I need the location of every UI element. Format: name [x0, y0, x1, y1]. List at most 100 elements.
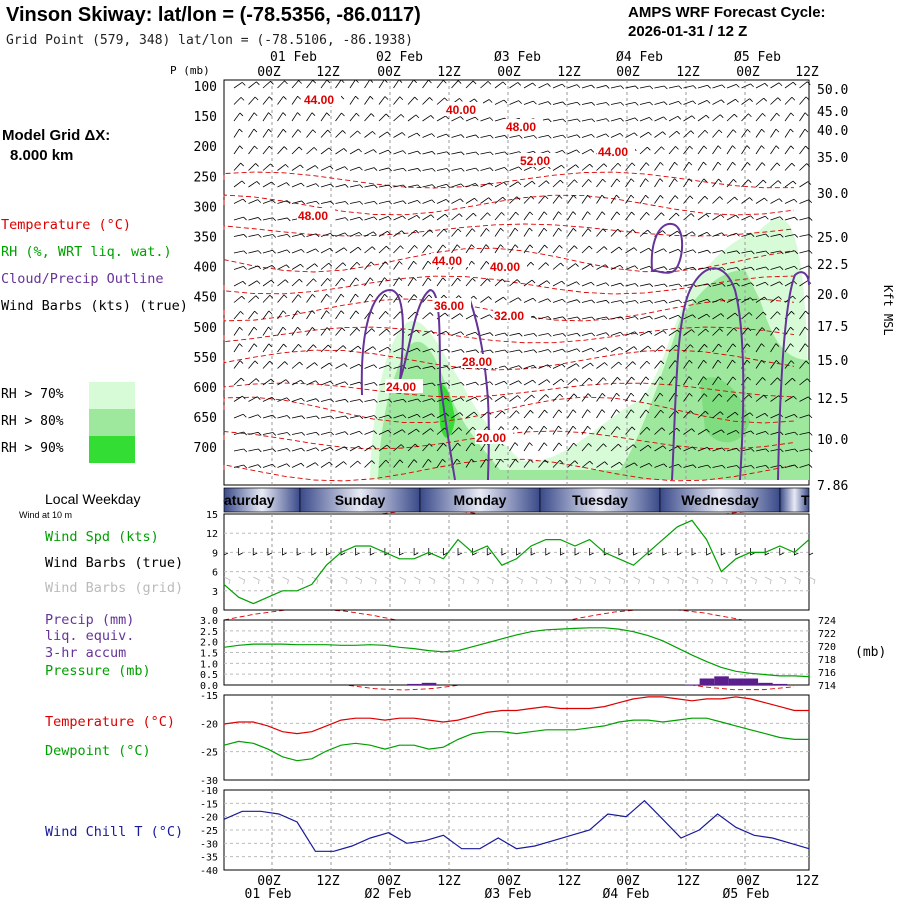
wind-barb — [494, 135, 509, 139]
wind-barb — [306, 165, 319, 171]
contour-label: 52.00 — [520, 154, 550, 168]
wind-barb — [451, 228, 462, 237]
surface-wind-barb — [442, 548, 448, 556]
top-hour-label: 12Z — [676, 65, 700, 80]
wind-barb — [596, 426, 606, 435]
grid-wind-barb — [779, 576, 787, 585]
wind-barb — [422, 382, 436, 387]
wind-barb — [407, 260, 417, 270]
wind-barb — [523, 227, 533, 237]
wind-barb — [349, 399, 364, 403]
wind-barb — [770, 112, 780, 122]
legend-pressure: Pressure (mb) — [45, 663, 151, 679]
wind-barb — [697, 447, 711, 452]
wind-barb — [697, 328, 709, 336]
wind-barb — [596, 163, 608, 171]
wind-barb — [233, 295, 246, 303]
wind-barb — [509, 365, 523, 369]
wind-barb — [726, 465, 741, 469]
wind-barb — [567, 118, 581, 123]
wind-barb — [262, 326, 272, 336]
wind-barb — [248, 310, 258, 320]
wind-barb — [378, 79, 388, 89]
rh-swatch-80 — [89, 409, 135, 436]
wind-barb — [306, 310, 316, 320]
wind-chill-line — [223, 799, 810, 852]
wind-barb — [364, 79, 374, 89]
wind-barb — [683, 100, 697, 105]
grid-wind-barb — [238, 576, 246, 585]
wind-barb — [407, 168, 422, 172]
wind-barb — [335, 461, 347, 468]
wind-barb — [262, 396, 276, 402]
wind-barb — [349, 166, 363, 171]
panel-ytick: 2.5 — [200, 627, 218, 638]
wind-barb — [349, 445, 363, 452]
wind-barb — [436, 348, 450, 353]
wind-barb — [262, 128, 272, 138]
wind-barb — [610, 300, 625, 304]
panel-ytick: 12 — [206, 529, 218, 540]
legend-temperature: Temperature (°C) — [1, 217, 132, 233]
wind-barb — [378, 245, 390, 254]
wind-barb — [625, 331, 639, 336]
wind-barb — [378, 311, 389, 320]
wind-barb — [538, 316, 552, 320]
wind-barb — [538, 134, 552, 139]
wind-barb — [625, 132, 638, 138]
station-title: Vinson Skiway: lat/lon = (-78.5356, -86.… — [6, 4, 421, 26]
wind-barb — [654, 248, 667, 254]
wind-barb — [494, 81, 507, 89]
wind-barb — [741, 233, 755, 237]
wind-barb — [755, 412, 769, 419]
grid-wind-barb — [530, 576, 538, 585]
grid-wind-barb — [560, 576, 567, 585]
wind-barb — [422, 398, 436, 402]
wind-barb — [335, 184, 349, 188]
wind-barb — [364, 131, 376, 138]
wind-barb — [567, 134, 581, 139]
wind-barb — [494, 395, 507, 402]
surface-wind-barb — [399, 548, 404, 556]
pressure-tick: 600 — [194, 381, 217, 396]
wind-barb — [422, 79, 432, 89]
wind-barb — [596, 377, 607, 386]
wind-barb — [306, 263, 318, 270]
wind-barb — [654, 146, 665, 155]
wind-barb — [581, 102, 596, 106]
wind-barb — [697, 129, 709, 138]
wind-barb — [349, 327, 361, 336]
wind-barb — [784, 216, 798, 221]
wind-barb — [799, 343, 809, 353]
wind-barb — [262, 448, 277, 453]
wind-barb — [465, 151, 480, 156]
wind-barb — [683, 314, 696, 320]
wind-barb — [436, 151, 451, 156]
pressure-tick: 200 — [194, 140, 217, 155]
wind-barb — [320, 310, 330, 320]
wind-barb — [581, 281, 595, 287]
wind-barb — [784, 464, 798, 469]
contour-label: 44.00 — [598, 145, 628, 159]
wind-barb — [291, 112, 301, 122]
precip-bar — [421, 682, 437, 685]
wind-barb — [799, 250, 813, 254]
wind-barb — [494, 181, 508, 188]
wind-barb — [784, 81, 797, 89]
wind-barb — [741, 327, 752, 336]
wind-barb — [625, 409, 635, 419]
wind-barb — [784, 360, 795, 369]
wind-barb — [393, 132, 406, 138]
wind-barb — [625, 376, 635, 386]
wind-barb — [523, 410, 534, 419]
wind-barb — [248, 96, 259, 105]
wind-barb — [625, 117, 639, 122]
wind-barb — [683, 115, 696, 122]
wind-barb — [393, 167, 407, 172]
wind-barb — [494, 99, 508, 105]
wind-barb — [523, 297, 537, 303]
bottom-date-label: Ø4 Feb — [603, 887, 650, 900]
wind-barb — [291, 249, 305, 254]
wind-barb — [784, 431, 798, 436]
wind-barb — [422, 168, 436, 172]
